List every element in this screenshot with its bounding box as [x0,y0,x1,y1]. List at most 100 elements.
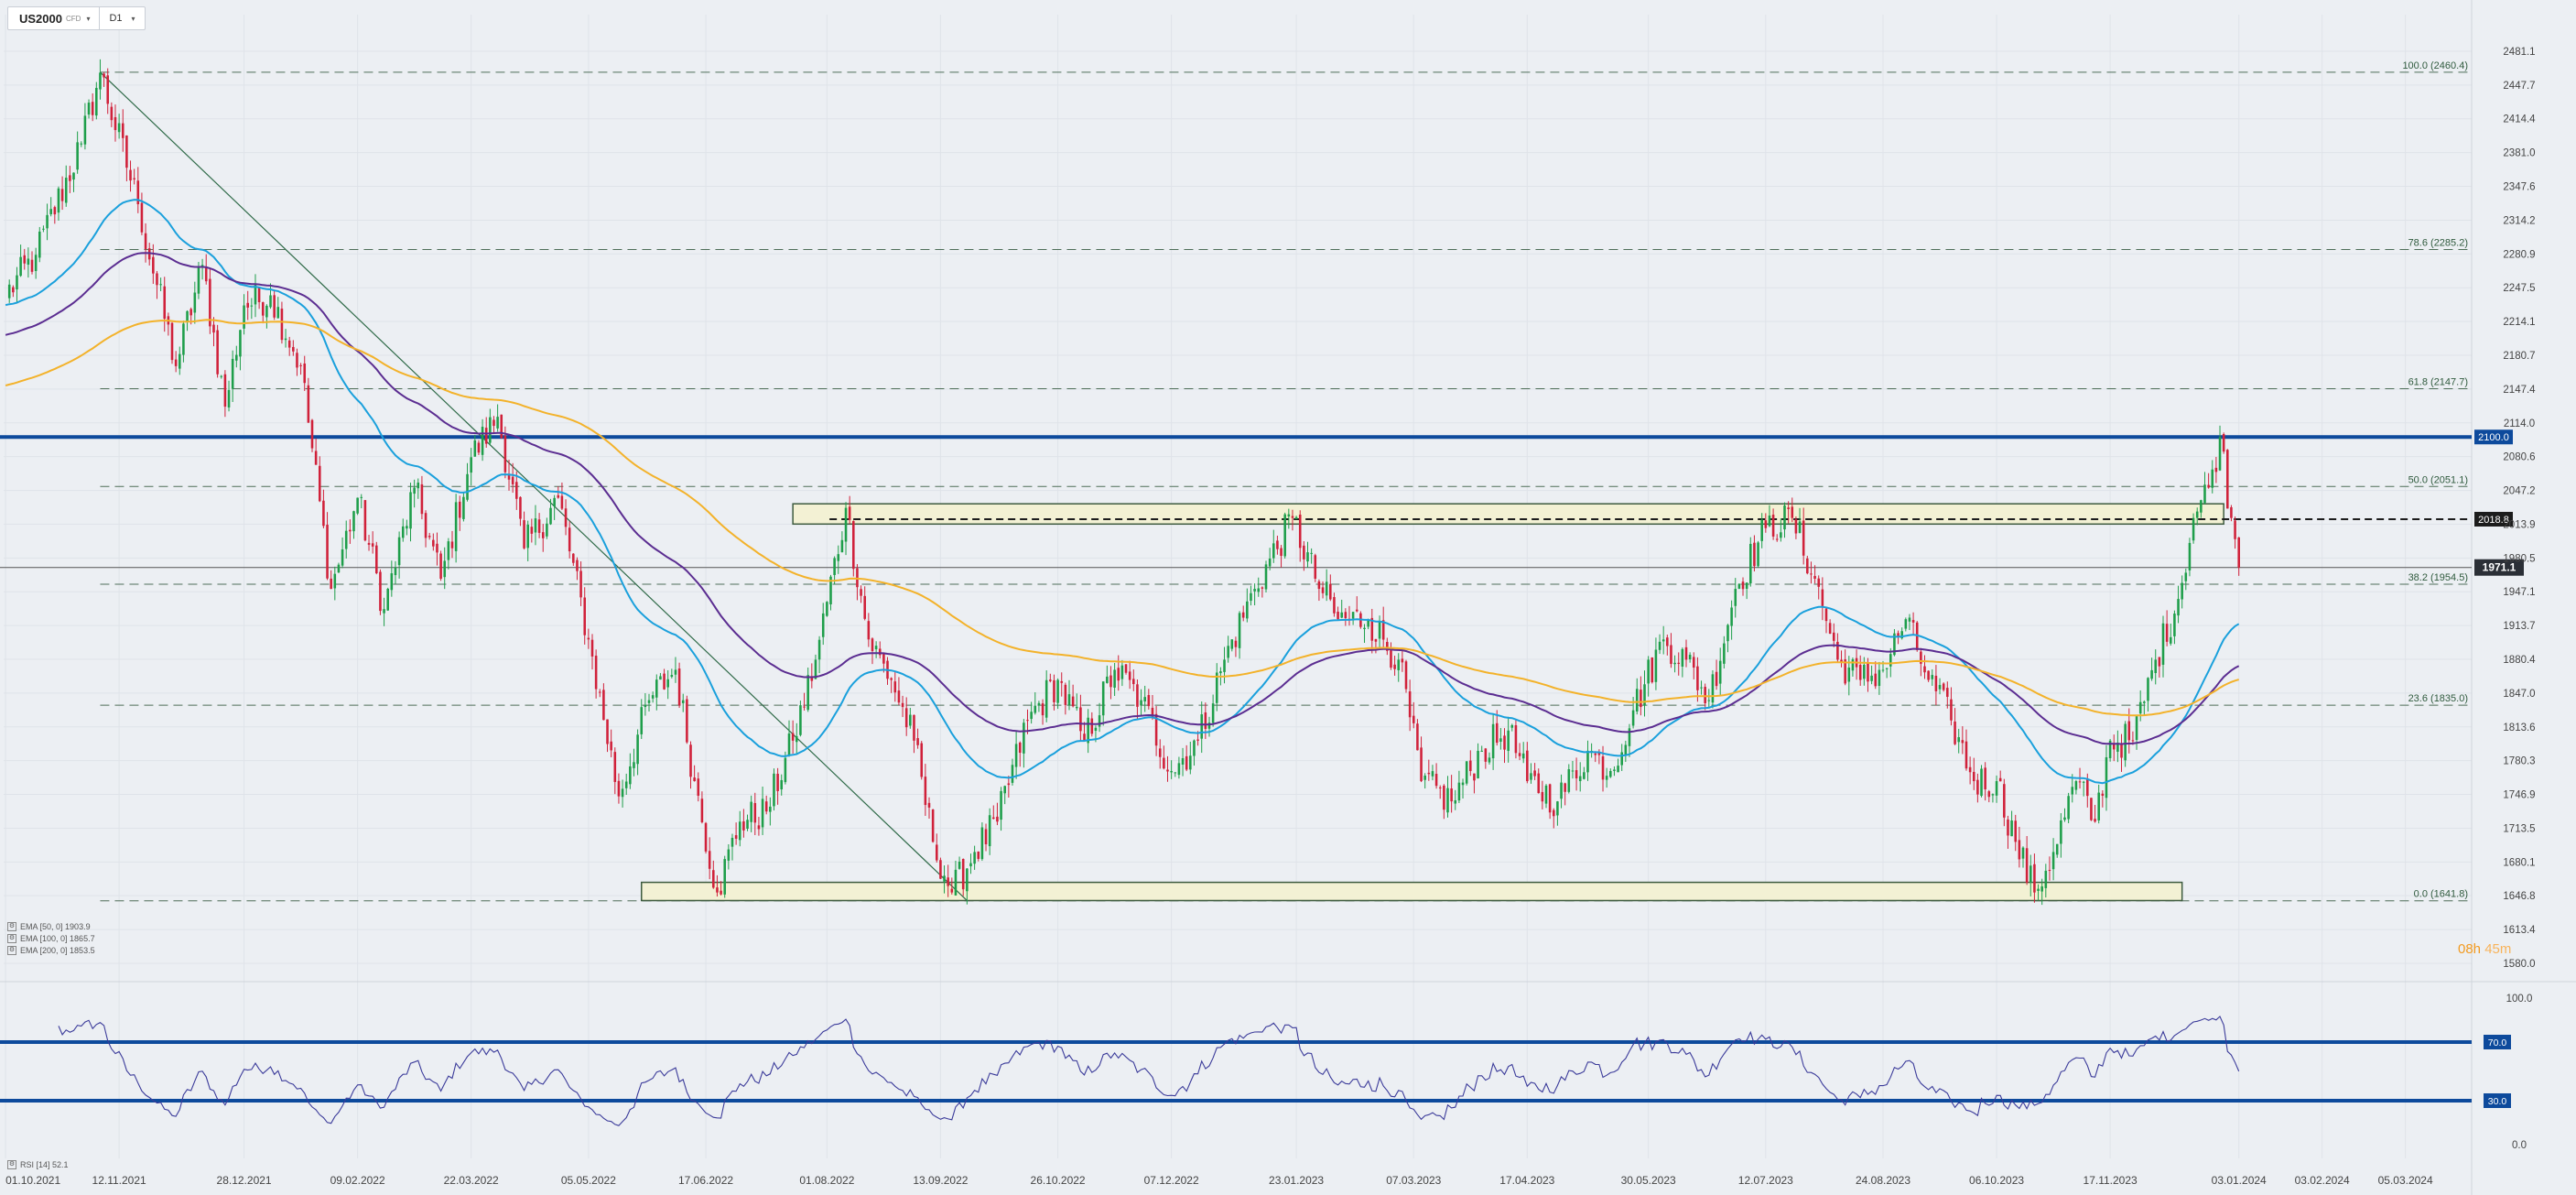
fib-level-label: 61.8 (2147.7) [2408,377,2468,388]
candle-body [1465,761,1468,784]
candle-body [784,757,787,783]
trendline[interactable] [100,71,968,901]
candle-body [553,497,556,506]
settings-icon[interactable]: ⚙ [7,934,16,943]
timeframe-selector[interactable]: D1 [109,13,123,24]
candle-body [2143,701,2146,703]
candle-body [1423,776,1426,780]
candle-body [954,869,958,896]
candle-body [961,859,965,890]
candle-body [117,123,121,133]
candle-body [931,809,935,842]
candle-body [1628,728,1631,746]
candle-body [610,741,612,751]
candle-body [1787,507,1790,509]
candle-body [473,440,477,457]
candle-body [1166,769,1169,772]
candle-body [1946,688,1949,697]
candle-body [27,258,30,266]
candle-body [2158,657,2161,667]
candle-body [1298,515,1302,549]
candle-body [484,428,488,444]
price-zone[interactable] [640,881,2183,902]
candle-body [663,673,666,690]
candle-body [1533,770,1536,777]
candle-body [1128,671,1131,680]
support-resistance-zones [640,503,2224,902]
downtrend-line[interactable] [100,71,968,901]
candle-body [1306,552,1309,562]
fib-level-label: 23.6 (1835.0) [2408,693,2468,704]
candle-body [12,287,15,293]
candle-body [1272,543,1275,559]
candle-body [91,102,94,115]
legend-ema-50[interactable]: ⚙ EMA [50, 0] 1903.9 [7,922,91,931]
candle-body [2154,659,2158,674]
settings-icon[interactable]: ⚙ [7,946,16,955]
candle-body [1684,646,1688,660]
legend-ema-200[interactable]: ⚙ EMA [200, 0] 1853.5 [7,946,95,955]
ema-200-line [5,319,2239,717]
candle-body [1011,765,1014,783]
chevron-down-icon[interactable]: ▾ [86,14,91,23]
candle-body [1344,612,1348,619]
candle-body [826,602,828,616]
settings-icon[interactable]: ⚙ [7,1160,16,1169]
candle-body [1635,689,1639,712]
price-zone[interactable] [792,503,2224,526]
candle-body [1821,589,1824,606]
candle-body [1023,722,1025,754]
legend-ema-100[interactable]: ⚙ EMA [100, 0] 1865.7 [7,934,95,943]
chevron-down-icon[interactable]: ▾ [131,14,135,23]
candle-body [1291,516,1294,518]
symbol-name[interactable]: US2000 [19,11,62,26]
price-tick-label: 2047.2 [2503,486,2535,497]
candle-body [579,570,582,598]
candle-body [2203,484,2206,504]
candle-body [1412,715,1415,723]
price-tick-label: 1580.0 [2503,959,2535,970]
candle-body [1711,674,1715,703]
candle-body [958,861,961,869]
legend-rsi[interactable]: ⚙ RSI [14] 52.1 [7,1160,69,1169]
candle-body [1530,773,1532,780]
candle-body [2025,848,2029,883]
candle-body [814,659,817,679]
candle-body [193,292,197,313]
candle-body [746,820,749,829]
candle-body [606,719,609,744]
candle-body [1544,785,1548,804]
candle-body [943,875,946,882]
candle-body [1193,740,1196,756]
candle-body [757,825,761,830]
candle-body [69,175,71,181]
settings-icon[interactable]: ⚙ [7,922,16,931]
candle-body [2040,885,2043,892]
time-tick-label: 17.06.2022 [678,1174,733,1187]
candle-body [1688,655,1692,659]
candle-body [738,821,741,841]
candle-body [1556,801,1559,816]
candle-body [1098,715,1101,727]
candle-body [1961,740,1964,744]
price-tick-label: 2447.7 [2503,81,2535,92]
symbol-selector[interactable]: US2000 CFD ▾ D1 ▾ [7,6,146,30]
candle-body [2082,781,2085,783]
instrument-type: CFD [65,14,81,23]
candle-body [1211,703,1215,723]
time-axis[interactable]: 01.10.2021 12.11.2021 28.12.2021 09.02.2022… [5,1174,2433,1187]
candle-body [1548,784,1552,813]
candle-body [1378,621,1381,639]
candle-body [2112,743,2116,750]
candle-body [969,863,972,867]
candle-body [7,284,11,299]
price-axis[interactable]: 2481.1 2447.7 2414.4 2381.0 2347.6 2314.2 2280… [2484,47,2536,1151]
candle-body [231,358,234,389]
candle-body [837,554,840,561]
candle-body [840,539,844,553]
candle-body [576,559,579,571]
rsi-tick-label: 70.0 [2488,1037,2507,1048]
candle-body [852,521,855,570]
candle-body [363,500,367,541]
